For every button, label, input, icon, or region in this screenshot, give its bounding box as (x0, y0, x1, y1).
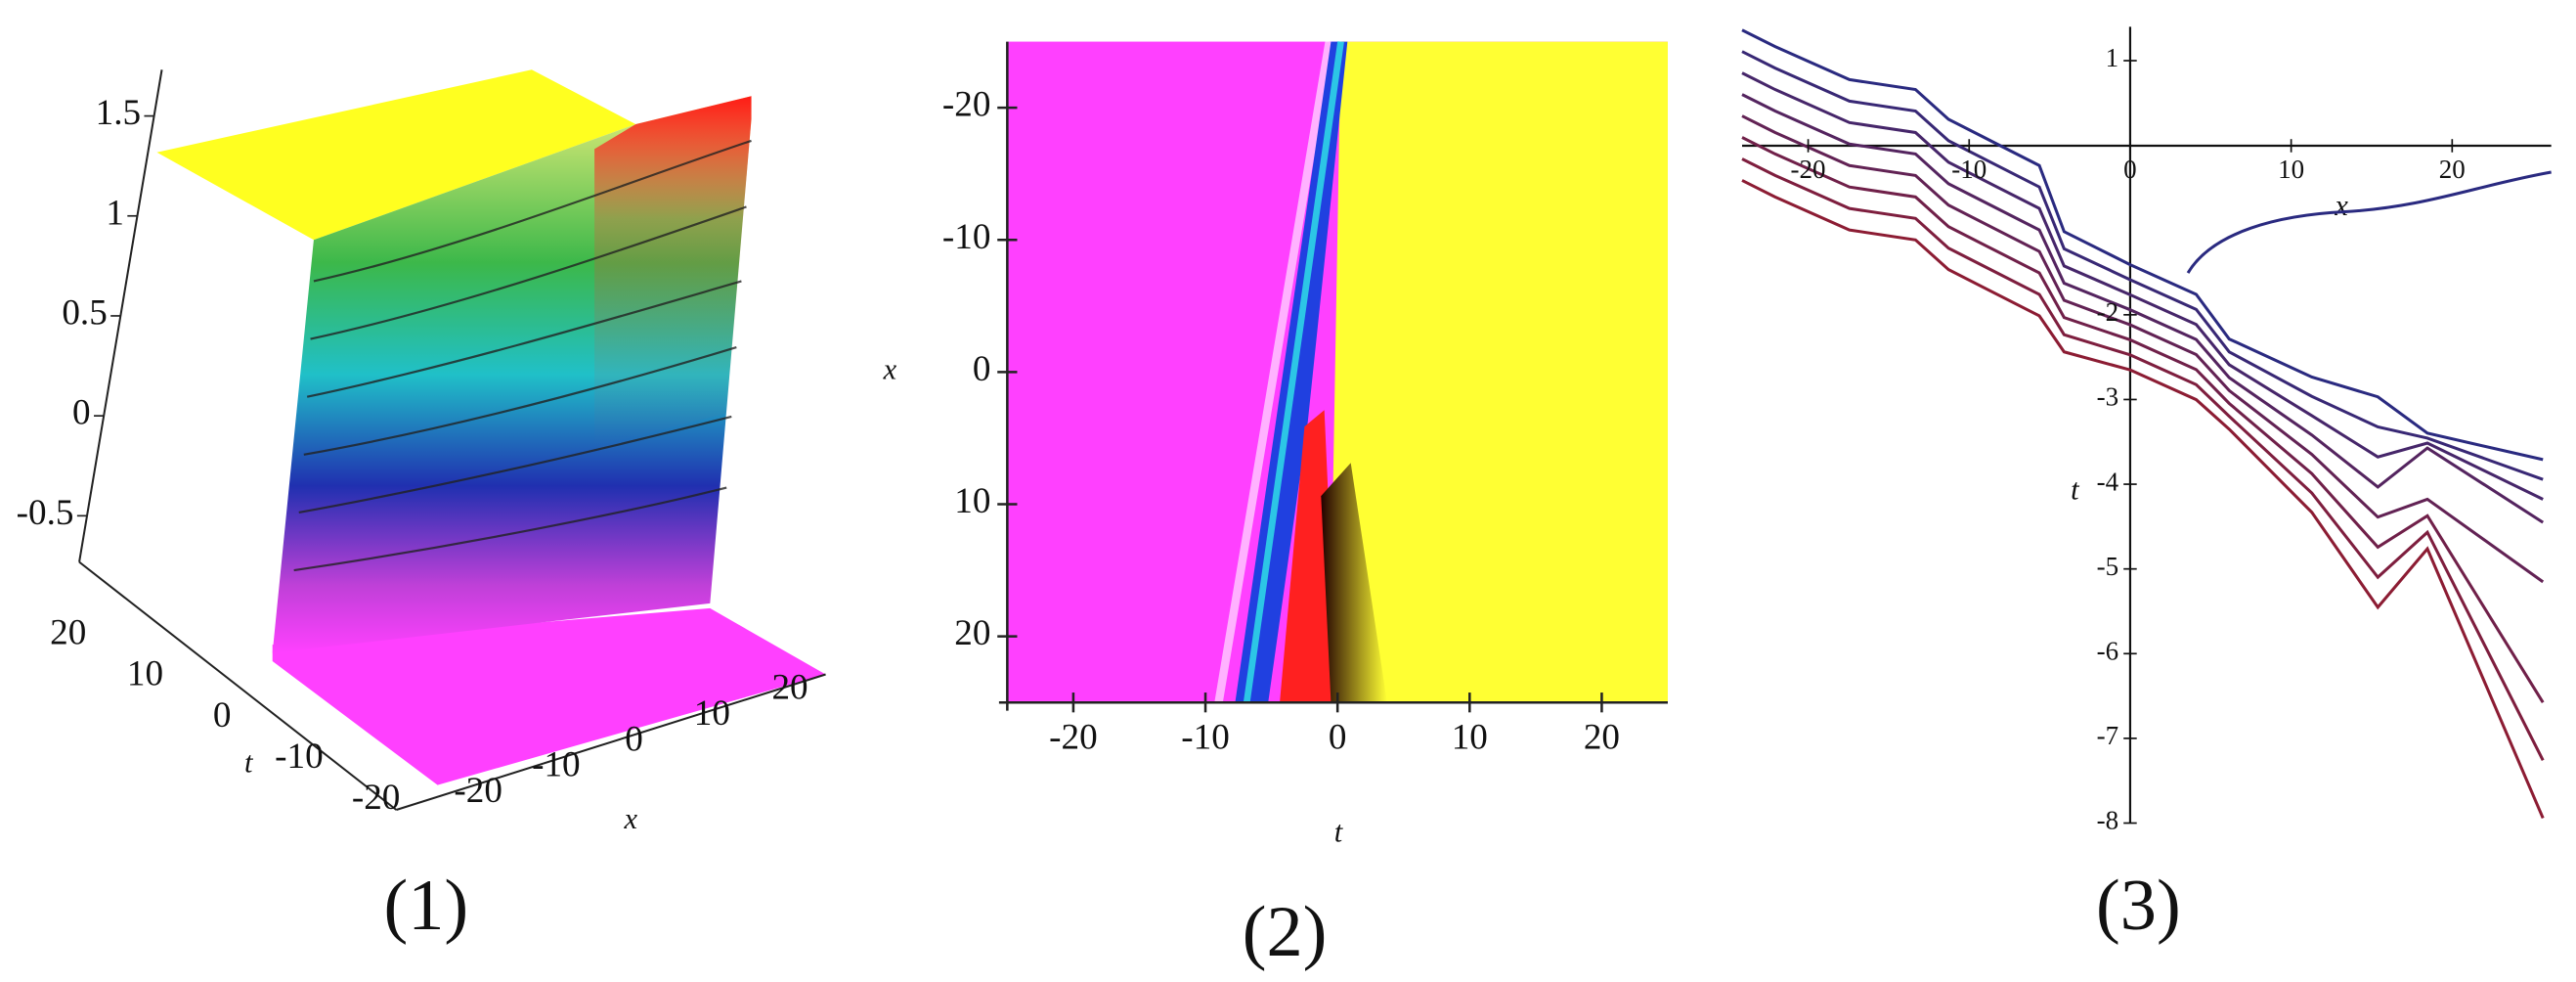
axis-label: t (1334, 815, 1344, 848)
z-tick-label: 0.5 (62, 292, 107, 333)
x-tick-label: -10 (1951, 155, 1987, 184)
contour-line (1741, 157, 2545, 762)
contour-line (1741, 50, 2544, 481)
contour-line (1741, 93, 2545, 524)
t-tick-label: -20 (352, 778, 401, 818)
x-tick-label: -20 (1791, 155, 1826, 184)
y-tick-label: -6 (2097, 636, 2119, 665)
x-tick-label: 10 (1452, 718, 1488, 758)
y-tick-label: -10 (942, 217, 991, 257)
x-tick-label: 10 (2278, 155, 2304, 184)
z-tick-label: 0 (72, 393, 91, 433)
density-strip (1280, 410, 1338, 703)
contour-line (1741, 136, 2545, 704)
top-plane (156, 69, 636, 241)
mesh-lines (293, 139, 752, 572)
y-tick-label: 10 (954, 481, 990, 521)
y-tick-label: 1 (2106, 43, 2119, 72)
axis-label: x (623, 802, 637, 835)
x-axis (396, 673, 826, 811)
t-tick-label: 20 (50, 612, 86, 652)
x-tick-label: 20 (2439, 155, 2466, 184)
panel-label: (2) (1243, 892, 1328, 972)
contour-line (1741, 114, 2545, 584)
density-ridge (1214, 40, 1333, 703)
contour-line (1741, 71, 2544, 501)
y-tick-label: -8 (2097, 806, 2119, 835)
y-tick-label: -2 (2097, 297, 2119, 327)
t-tick-label: 10 (127, 654, 163, 694)
y-tick-label: 0 (973, 349, 991, 389)
z-tick-label: 1 (106, 193, 124, 233)
z-tick-label: -0.5 (17, 493, 74, 533)
y-tick-label: -3 (2097, 382, 2119, 412)
panel-label: (1) (383, 866, 468, 946)
t-tick-label: -10 (275, 736, 324, 777)
panel-label: (3) (2096, 866, 2181, 946)
density-strip (1243, 41, 1344, 703)
x-tick-label: 0 (2123, 155, 2137, 184)
z-tick-label: 1.5 (96, 93, 141, 133)
contour-plot: x t -20 -10 0 10 20 1 -2 -3 -4 -5 -6 -7 -8 (1741, 26, 2552, 835)
t-tick-label: 0 (213, 695, 232, 736)
y-tick-label: -4 (2097, 467, 2119, 496)
y-tick-label: -5 (2097, 552, 2119, 581)
x-tick-label: 0 (625, 719, 643, 759)
t-axis (78, 560, 398, 811)
contour-line (2186, 170, 2552, 274)
axis-label: x (883, 352, 897, 385)
contour-line (1741, 179, 2545, 820)
x-tick-label: 0 (1329, 718, 1347, 758)
contour-line (1741, 28, 2544, 462)
x-tick-label: -20 (454, 771, 502, 811)
x-tick-label: 10 (694, 693, 730, 734)
y-tick-label: -7 (2097, 721, 2119, 750)
axis-label: x (2334, 189, 2348, 222)
axis-label: t (244, 745, 254, 779)
x-tick-label: -20 (1049, 718, 1098, 758)
density-strip (1321, 463, 1387, 703)
surface-plot: t x (78, 69, 826, 835)
x-tick-label: 20 (771, 668, 808, 708)
y-tick-label: -20 (942, 85, 991, 125)
surface-highlight (594, 96, 752, 447)
density-right (1329, 41, 1668, 703)
x-tick-label: -10 (1181, 718, 1230, 758)
density-plot: x t (883, 40, 1668, 848)
floor-plane (272, 607, 826, 785)
axis-label: t (2071, 473, 2080, 507)
x-tick-label: 20 (1584, 718, 1620, 758)
y-tick-label: 20 (954, 613, 990, 653)
x-tick-label: -10 (532, 745, 581, 785)
